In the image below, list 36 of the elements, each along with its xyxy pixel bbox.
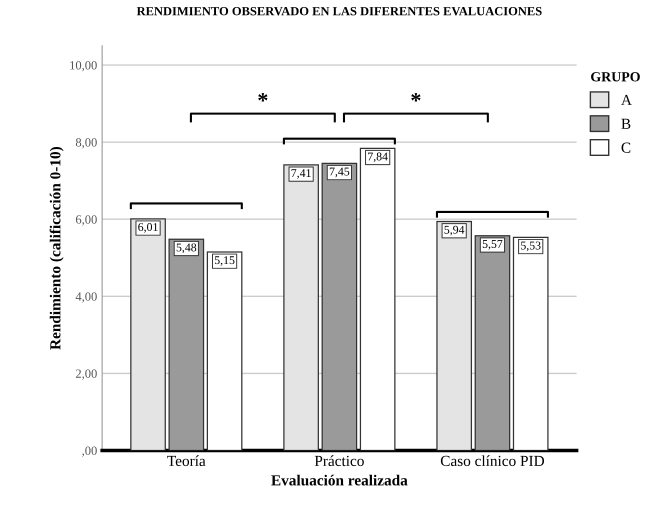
bar [360, 148, 396, 450]
bar [130, 218, 166, 450]
data-label: 5,48 [176, 243, 196, 254]
x-tick-label: Caso clínico PID [440, 455, 544, 466]
data-label: 5,15 [214, 256, 234, 266]
bar [206, 251, 242, 450]
data-label: 5,57 [482, 240, 502, 250]
data-label: 7,41 [292, 169, 311, 179]
annotation: * [258, 93, 268, 102]
data-label: 5,94 [444, 226, 464, 236]
data-label: 6,01 [138, 223, 158, 233]
y-tick-label: 2,00 [76, 369, 97, 380]
bar [322, 162, 358, 450]
x-axis-title: Evaluación realizada [271, 474, 408, 486]
data-label: 7,45 [330, 168, 350, 178]
y-tick-label: 4,00 [76, 292, 97, 303]
data-label: 5,53 [521, 242, 541, 252]
chart-title: RENDIMIENTO OBSERVADO EN LAS DIFERENTES EVALUACIONES [136, 6, 542, 16]
x-tick-label: Práctico [314, 455, 364, 466]
x-tick-label: Teoría [167, 455, 206, 466]
legend-label: C [622, 142, 630, 153]
bar [283, 164, 319, 450]
legend-title: GRUPO [591, 72, 640, 82]
y-tick-label: ,00 [82, 446, 97, 457]
legend-label: B [621, 118, 630, 129]
legend-label: A [621, 94, 632, 105]
y-axis-title: Rendimiento (calificación 0-10) [50, 146, 64, 350]
bar [168, 238, 204, 450]
y-tick-label: 6,00 [76, 215, 97, 226]
bar [474, 235, 510, 450]
y-tick-label: 8,00 [76, 138, 97, 148]
annotation: * [411, 93, 421, 102]
bar [512, 236, 549, 450]
data-label: 7,84 [368, 152, 388, 162]
bar [436, 220, 472, 450]
y-tick-label: 10,00 [70, 61, 97, 72]
